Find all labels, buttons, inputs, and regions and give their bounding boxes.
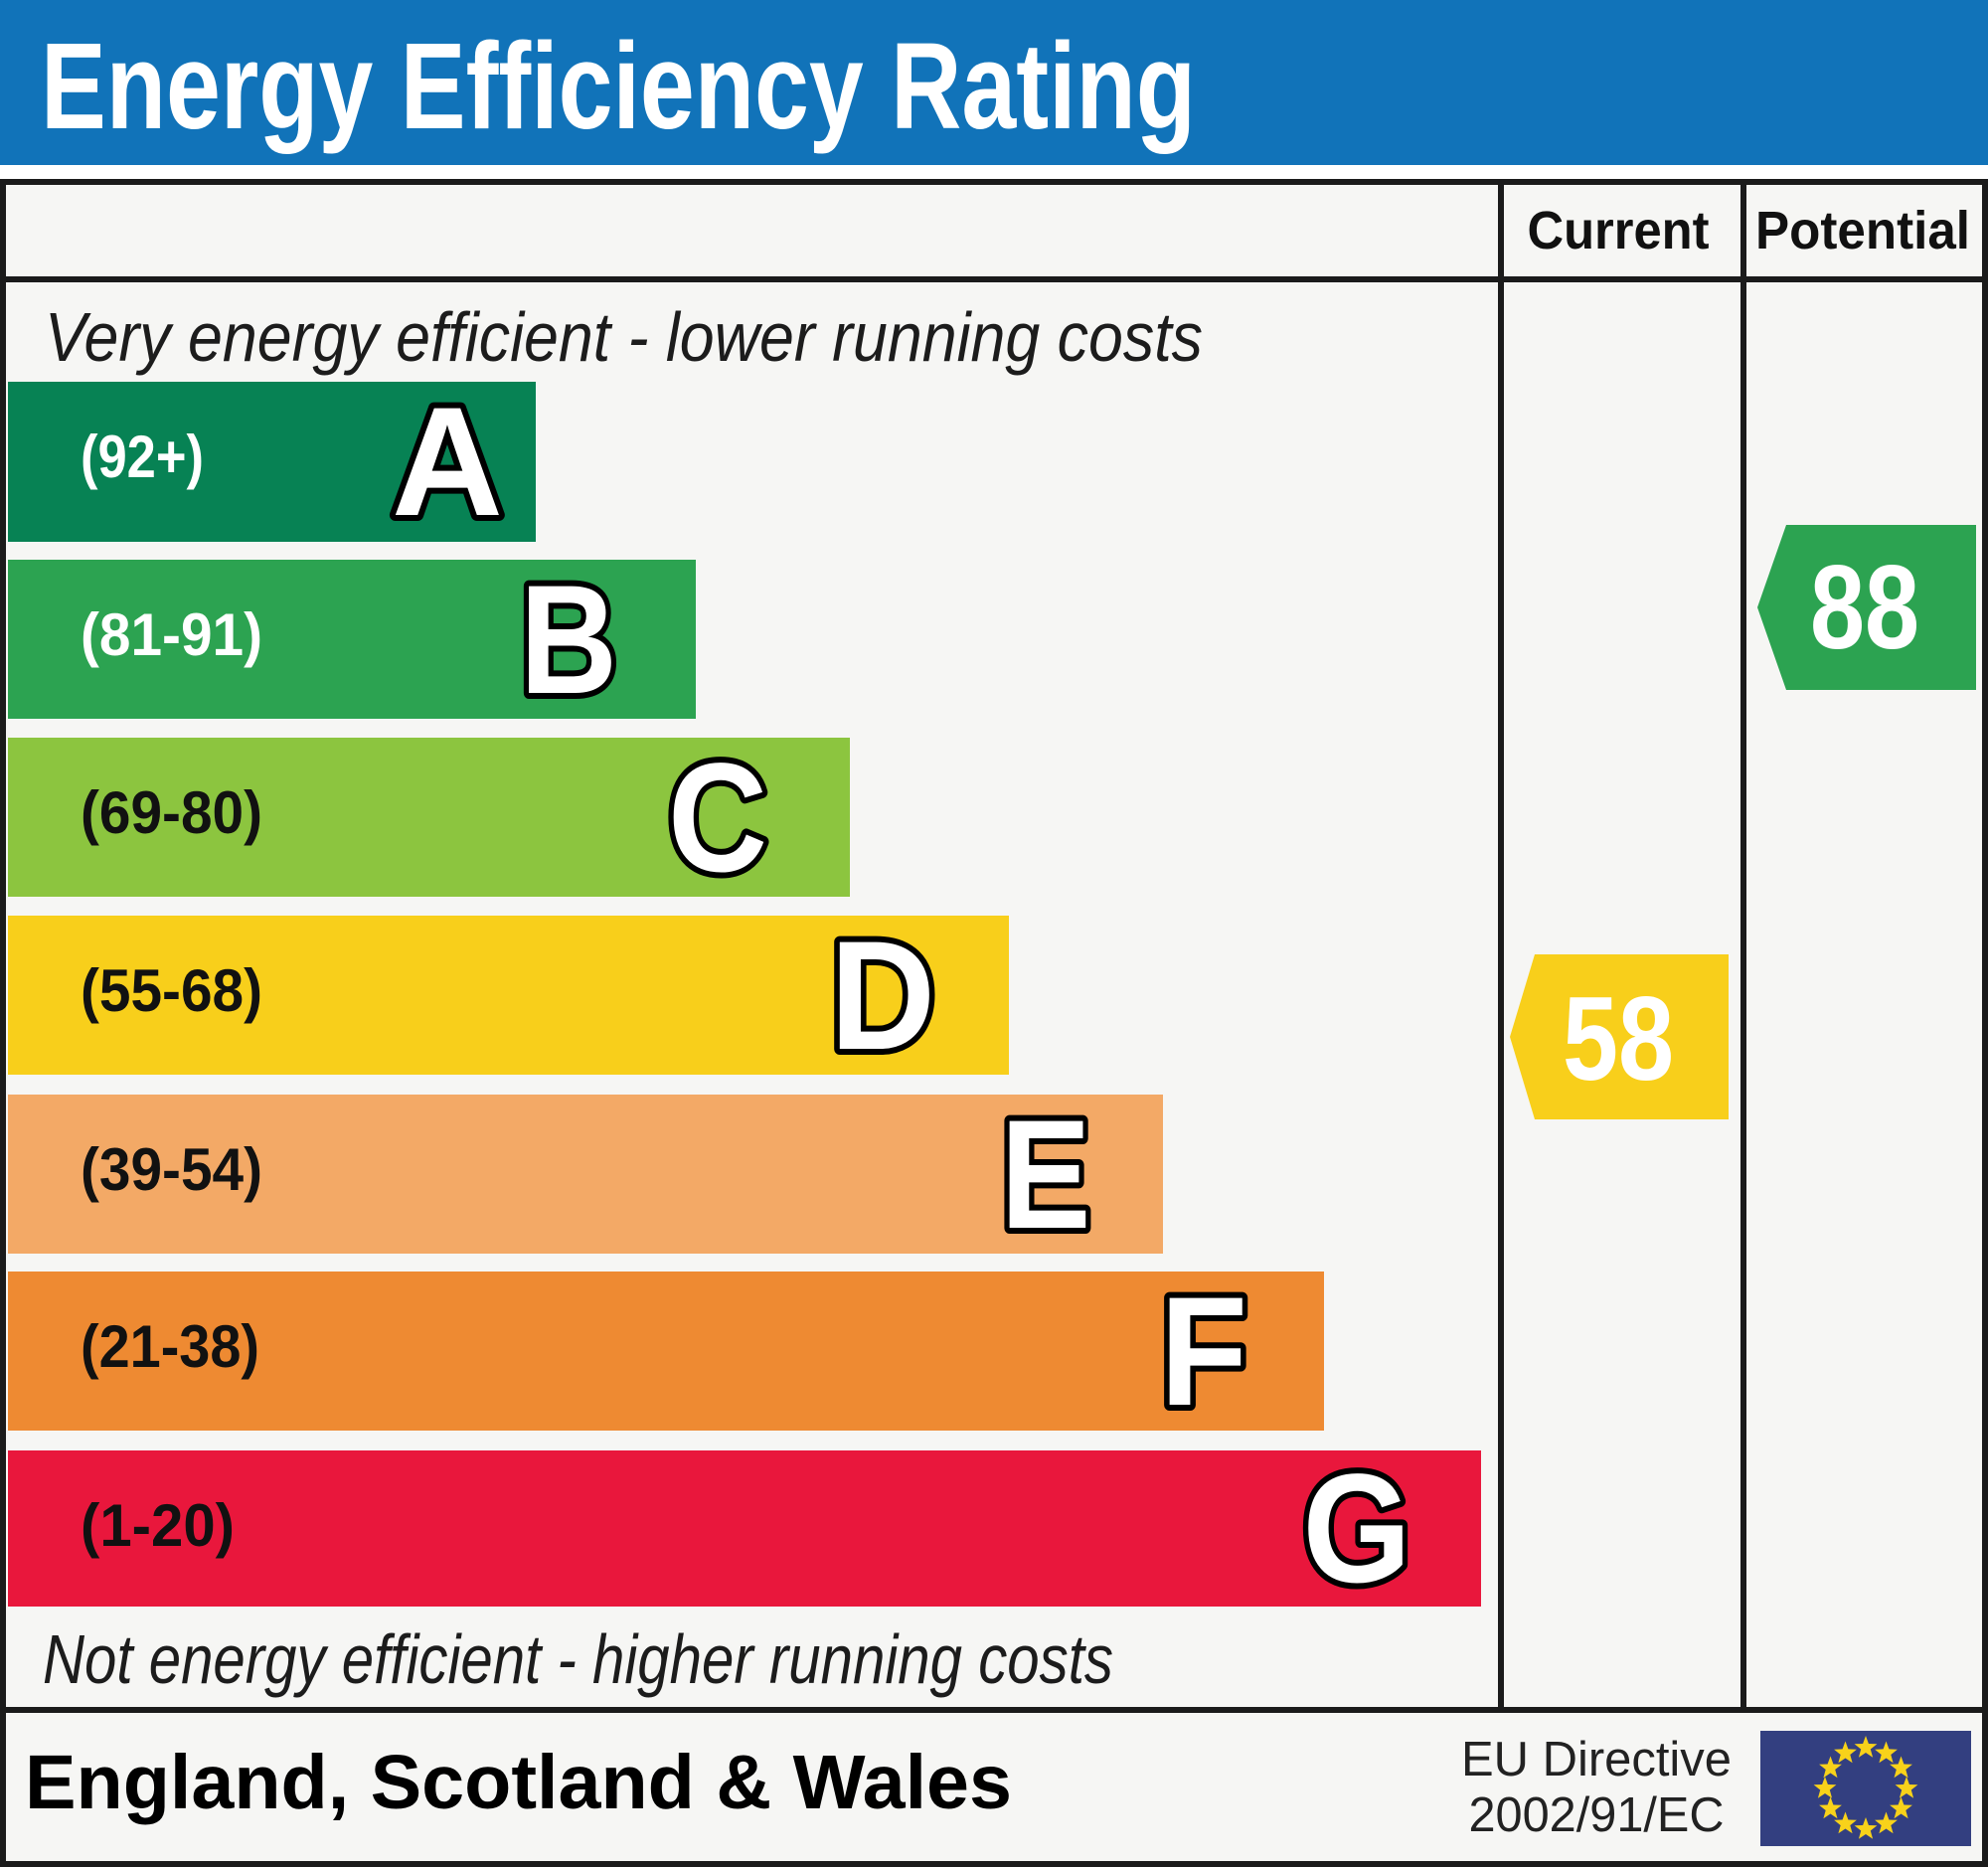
- svg-text:EU Directive: EU Directive: [1461, 1733, 1732, 1786]
- svg-text:(92+): (92+): [81, 424, 204, 490]
- svg-text:G: G: [1303, 1443, 1411, 1615]
- svg-text:(21-38): (21-38): [81, 1313, 259, 1380]
- svg-text:Very energy efficient - lower: Very energy efficient - lower running co…: [45, 298, 1203, 376]
- svg-text:(69-80): (69-80): [81, 779, 262, 846]
- svg-text:Energy Efficiency Rating: Energy Efficiency Rating: [41, 19, 1196, 155]
- svg-text:Current: Current: [1528, 201, 1710, 260]
- svg-text:A: A: [392, 376, 503, 549]
- svg-text:D: D: [830, 910, 935, 1083]
- svg-text:E: E: [1001, 1089, 1091, 1262]
- svg-text:(55-68): (55-68): [81, 957, 262, 1024]
- svg-text:B: B: [520, 554, 617, 727]
- svg-text:C: C: [668, 732, 767, 905]
- svg-text:F: F: [1160, 1266, 1247, 1439]
- svg-text:58: 58: [1563, 972, 1674, 1105]
- svg-text:2002/91/EC: 2002/91/EC: [1469, 1788, 1725, 1842]
- svg-text:(39-54): (39-54): [81, 1136, 262, 1203]
- svg-text:England, Scotland & Wales: England, Scotland & Wales: [25, 1740, 1012, 1825]
- svg-text:Not energy efficient - higher: Not energy efficient - higher running co…: [43, 1620, 1113, 1698]
- svg-text:(81-91): (81-91): [81, 601, 262, 668]
- svg-text:Potential: Potential: [1755, 201, 1970, 260]
- svg-text:(1-20): (1-20): [81, 1492, 235, 1559]
- svg-text:88: 88: [1810, 541, 1919, 674]
